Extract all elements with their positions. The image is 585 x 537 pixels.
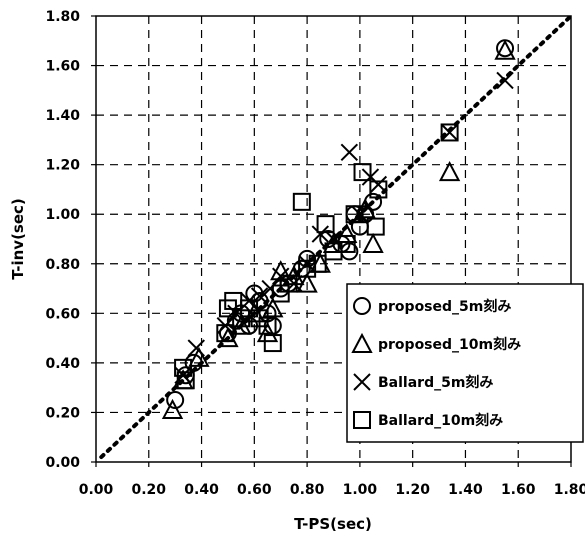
legend-label: Ballard_5m刻み [378,374,493,391]
y-tick-label: 0.80 [45,257,80,273]
point-triangle [161,398,184,419]
x-tick-label: 1.60 [501,482,536,498]
plot-frame [95,15,572,463]
x-tick-label: 1.00 [343,482,378,498]
x-tick-label: 0.20 [132,482,167,498]
point-square [316,215,335,234]
point-triangle [188,346,210,367]
point-triangle [256,322,279,343]
point-square [308,254,327,273]
y-tick-label: 1.00 [45,207,80,223]
point-circle [298,249,317,268]
x-axis-title: T-PS(sec) [294,515,372,533]
point-x [351,205,369,223]
point-x [311,225,330,243]
legend-marker-circle [353,297,371,315]
point-square [263,334,282,353]
point-x [496,71,514,90]
point-x [440,123,459,142]
y-tick-label: 0.20 [45,405,80,421]
legend-label: proposed_5m刻み [378,298,511,315]
y-tick-label: 1.20 [45,158,80,174]
point-triangle [230,314,252,335]
point-square [174,358,193,377]
y-axis-title: T-inv(sec) [9,198,27,280]
point-triangle [494,39,516,60]
point-square [440,123,459,142]
legend-label: proposed_10m刻み [378,336,521,353]
point-circle [184,353,203,372]
y-tick-label: 0.60 [45,306,80,322]
legend-box [346,283,584,443]
point-triangle [296,272,318,293]
point-square [353,163,372,182]
tick-labels: 0.00 0.20 0.40 0.60 0.80 1.00 1.20 1.40 1.60 1.80… [45,9,585,498]
point-square [337,234,356,253]
point-square [258,316,277,335]
point-x [187,339,205,357]
point-x [369,175,388,194]
point-square [292,192,311,211]
point-square [240,299,259,318]
legend: proposed_5m刻み proposed_10m刻み Ballard_5m刻み B… [346,283,584,443]
point-triangle [438,160,461,182]
legend-marker-triangle [351,332,373,353]
y-tick-label: 0.40 [45,356,80,372]
point-square [366,217,385,236]
point-square [176,371,195,390]
y-tick-label: 1.80 [45,9,80,25]
point-square [298,259,317,278]
data-marks [161,39,516,419]
point-x [340,143,359,161]
point-x [261,279,279,298]
point-square [279,274,298,293]
x-tick-label: 0.00 [79,482,114,498]
point-triangle [354,198,376,219]
x-tick-label: 1.40 [448,482,483,498]
y-tick-label: 1.60 [45,59,80,75]
point-square [216,324,235,343]
point-square [369,180,388,199]
point-triangle [262,297,284,318]
y-tick-label: 1.40 [45,108,80,124]
y-tick-label: 0.00 [45,455,80,471]
point-x [298,255,316,273]
legend-marker-x [353,373,371,391]
legend-label: Ballard_10m刻み [378,412,503,429]
x-tick-label: 1.20 [395,482,430,498]
x-tick-label: 0.60 [237,482,272,498]
x-tick-label: 0.40 [184,482,219,498]
point-square [345,205,364,224]
point-triangle [336,222,358,244]
point-triangle [362,232,384,253]
legend-marker-square [353,411,371,429]
x-tick-label: 0.80 [290,482,325,498]
x-tick-label: 1.80 [554,482,585,498]
